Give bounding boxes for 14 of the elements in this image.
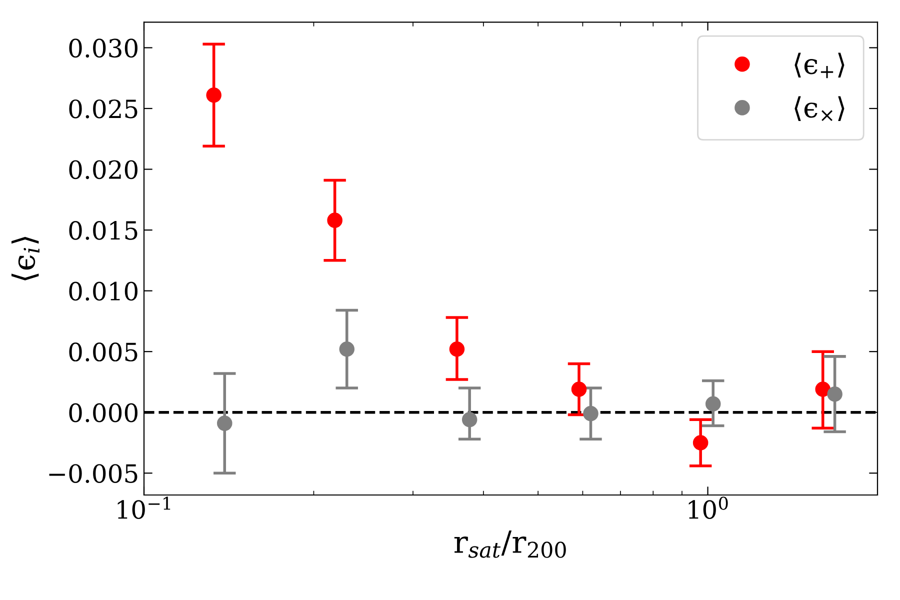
y-tick-label: 0.010 bbox=[69, 282, 138, 301]
x-tick-label: 10$^{−1}$ bbox=[118, 496, 170, 520]
y-tick-label: 0.005 bbox=[69, 342, 138, 362]
x-tick-label: 10$^{0}$ bbox=[688, 496, 728, 520]
x-axis-title: r$_{sat}$/r$_{200}$ bbox=[454, 530, 566, 558]
y-tick-label: −0.005 bbox=[49, 464, 138, 483]
legend-label: ⟨ϵ$_{+}$⟩ bbox=[794, 52, 844, 78]
y-tick-label: 0.015 bbox=[69, 220, 138, 240]
y-tick-label: 0.025 bbox=[69, 99, 138, 118]
y-tick-label: 0.020 bbox=[69, 160, 138, 180]
y-tick-label: 0.030 bbox=[69, 38, 138, 58]
y-tick-label: 0.000 bbox=[69, 403, 138, 422]
legend-label: ⟨ϵ$_{×}$⟩ bbox=[794, 96, 844, 122]
y-axis-title: ⟨ϵ$_{i}$⟩ bbox=[11, 236, 40, 280]
